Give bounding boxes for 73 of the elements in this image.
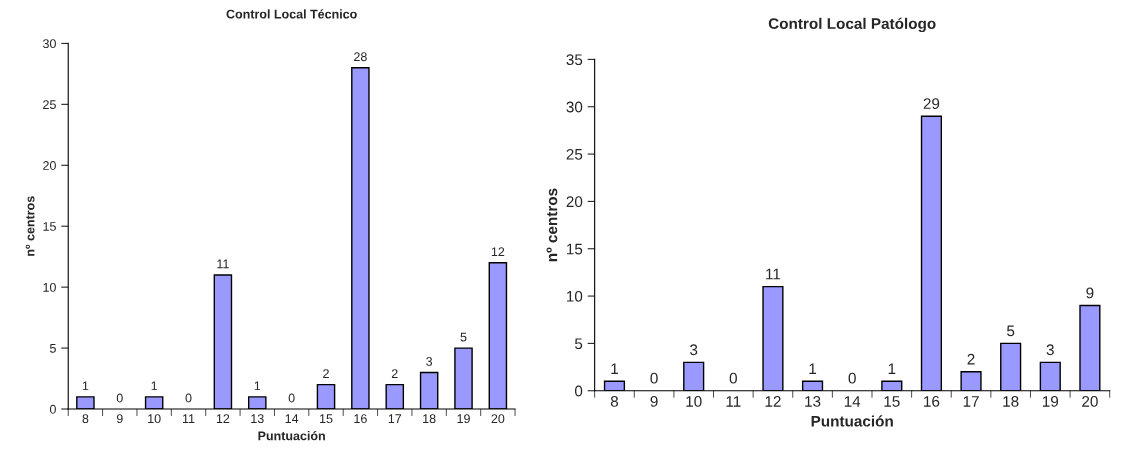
- y-tick-label: 25: [43, 100, 56, 109]
- data-label: 5: [460, 332, 467, 342]
- y-tick-label: 10: [567, 290, 583, 302]
- x-tick-label: 11: [726, 396, 741, 407]
- data-label: 0: [116, 393, 123, 403]
- x-tick-label: 12: [765, 396, 781, 407]
- y-tick-label: 35: [566, 54, 583, 66]
- x-tick-label: 18: [423, 414, 436, 424]
- data-label: 3: [690, 344, 698, 356]
- data-label: 0: [729, 372, 737, 384]
- x-tick-label: 14: [844, 396, 861, 407]
- y-tick-label: 15: [567, 243, 583, 255]
- y-axis-title: nº centros: [546, 188, 558, 262]
- x-tick-label: 16: [924, 396, 940, 407]
- x-tick-label: 19: [457, 414, 470, 424]
- x-tick-label: 9: [650, 396, 658, 407]
- y-tick-label: 0: [49, 404, 56, 414]
- x-tick-label: 20: [1082, 396, 1098, 407]
- x-tick-label: 16: [354, 414, 367, 424]
- y-tick-label: 20: [43, 161, 56, 170]
- y-tick-label: 0: [574, 385, 583, 397]
- data-label: 9: [1086, 287, 1094, 299]
- data-label: 1: [809, 363, 817, 374]
- x-tick-label: 18: [1003, 396, 1019, 407]
- data-label: 1: [888, 363, 896, 374]
- x-tick-label: 15: [884, 396, 900, 407]
- data-label: 2: [967, 353, 975, 365]
- y-tick-label: 10: [43, 282, 56, 292]
- x-tick-label: 19: [1042, 396, 1059, 407]
- data-label: 3: [426, 356, 433, 366]
- x-tick-label: 14: [285, 414, 299, 423]
- data-label: 2: [323, 369, 329, 378]
- data-label: 1: [151, 381, 158, 391]
- y-tick-label: 5: [574, 338, 583, 350]
- data-label: 28: [354, 52, 367, 62]
- data-label: 3: [1046, 344, 1054, 356]
- x-axis-title: Puntuación: [258, 430, 325, 441]
- data-label: 11: [217, 259, 229, 269]
- x-tick-label: 15: [320, 414, 333, 424]
- data-label: 1: [611, 363, 618, 374]
- x-tick-label: 12: [216, 414, 230, 423]
- chart-title: Control Local Técnico: [226, 9, 357, 19]
- y-tick-label: 25: [566, 148, 583, 160]
- x-tick-label: 9: [116, 414, 123, 424]
- data-label: 2: [391, 369, 398, 378]
- x-tick-label: 17: [388, 414, 402, 423]
- x-tick-label: 10: [686, 396, 702, 407]
- y-tick-label: 15: [43, 222, 56, 231]
- data-label: 1: [82, 381, 89, 391]
- x-tick-label: 13: [805, 396, 821, 407]
- x-tick-label: 13: [251, 414, 264, 424]
- data-label: 11: [766, 268, 781, 280]
- data-label: 1: [254, 381, 261, 391]
- data-label: 12: [491, 247, 505, 257]
- x-tick-label: 17: [963, 396, 979, 407]
- x-tick-label: 20: [491, 414, 505, 424]
- data-label: 0: [185, 393, 192, 403]
- x-tick-label: 8: [610, 396, 619, 407]
- data-label: 0: [848, 372, 856, 384]
- data-label: 0: [288, 393, 295, 403]
- y-tick-label: 5: [49, 344, 56, 353]
- y-axis-title: nº centros: [25, 196, 35, 256]
- x-tick-label: 11: [182, 414, 195, 423]
- y-tick-label: 20: [566, 196, 583, 208]
- x-tick-label: 8: [82, 414, 89, 424]
- y-tick-label: 30: [42, 39, 56, 49]
- chart-title: Control Local Patólogo: [768, 17, 936, 33]
- data-label: 29: [923, 98, 940, 110]
- y-tick-label: 30: [566, 101, 583, 113]
- data-label: 5: [1007, 325, 1015, 337]
- x-tick-label: 10: [148, 414, 161, 424]
- x-axis-title: Puntuación: [811, 415, 893, 427]
- data-label: 0: [650, 372, 658, 384]
